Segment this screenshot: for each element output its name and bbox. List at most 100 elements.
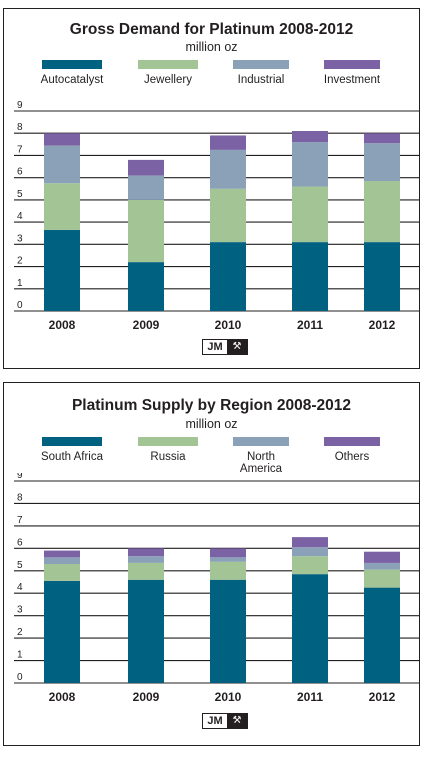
y-tick-label: 6: [17, 167, 23, 178]
bar-segment-others-2012: [364, 551, 400, 563]
x-tick-label: 2012: [369, 690, 396, 704]
bar-segment-russia-2012: [364, 569, 400, 588]
bar-segment-investment-2012: [364, 133, 400, 144]
chart-title: Platinum Supply by Region 2008-2012: [71, 397, 352, 414]
demand-plot: 0 1 2 3 4 5 6 7 8 9 2008 2009 2010 2011 2012: [14, 100, 419, 332]
bar-segment-jewellery-2011: [292, 186, 328, 243]
legend-label-autocatalyst: Autocatalyst: [40, 74, 104, 86]
bar-segment-autocatalyst-2012: [364, 242, 400, 311]
jm-crossed-hammers-icon: ⚒: [227, 340, 247, 354]
bar-segment-south-africa-2008: [44, 580, 80, 683]
bar-segment-jewellery-2009: [128, 199, 164, 263]
bar-segment-russia-2011: [292, 556, 328, 575]
jm-logo: JM ⚒: [202, 339, 248, 355]
x-tick-label: 2009: [133, 318, 160, 332]
legend-swatch-others: [324, 437, 380, 446]
chart-title: Gross Demand for Platinum 2008-2012: [69, 21, 354, 38]
legend-swatch-jewellery: [138, 60, 198, 69]
x-tick-label: 2010: [215, 318, 242, 332]
bar-segment-north-america-2009: [128, 556, 164, 563]
jm-logo-text: JM: [203, 714, 227, 728]
bar-segment-south-africa-2009: [128, 579, 164, 683]
y-tick-label: 4: [17, 582, 23, 593]
x-tick-label: 2009: [133, 690, 160, 704]
legend-swatch-north-america: [233, 437, 289, 446]
y-tick-label: 2: [17, 256, 23, 267]
legend-label-russia: Russia: [150, 451, 186, 463]
y-tick-label: 8: [17, 122, 23, 133]
demand-chart-panel: Gross Demand for Platinum 2008-2012 mill…: [3, 8, 420, 369]
bar-segment-north-america-2011: [292, 547, 328, 557]
legend-label-jewellery: Jewellery: [144, 74, 192, 86]
y-tick-label: 3: [17, 605, 23, 616]
y-tick-label: 1: [17, 278, 23, 289]
y-tick-label: 3: [17, 233, 23, 244]
legend-label-others: Others: [334, 451, 370, 463]
bar-segment-russia-2010: [210, 561, 246, 580]
jm-logo: JM ⚒: [202, 713, 248, 729]
bar-segment-others-2010: [210, 548, 246, 558]
y-tick-label: 8: [17, 492, 23, 503]
bar-segment-russia-2008: [44, 564, 80, 581]
bar-segment-industrial-2009: [128, 175, 164, 200]
y-tick-label: 7: [17, 144, 23, 155]
y-tick-label: 5: [17, 189, 23, 200]
x-tick-label: 2008: [49, 690, 76, 704]
bar-segment-autocatalyst-2008: [44, 229, 80, 311]
supply-plot: 0 1 2 3 4 5 6 7 8 9 2008 2009 2010 2011 2012: [14, 473, 419, 704]
y-tick-label: 6: [17, 537, 23, 548]
legend-swatch-autocatalyst: [42, 60, 102, 69]
legend-label-south-africa: South Africa: [40, 451, 103, 463]
bar-segment-autocatalyst-2011: [292, 242, 328, 311]
jm-logo-text: JM: [203, 340, 227, 354]
x-tick-label: 2010: [215, 690, 242, 704]
legend-label-north-america: North America: [239, 451, 283, 475]
y-tick-label: 9: [17, 473, 23, 481]
bar-segment-investment-2011: [292, 131, 328, 143]
bar-segment-north-america-2010: [210, 557, 246, 562]
y-tick-label: 4: [17, 211, 23, 222]
y-tick-label: 1: [17, 650, 23, 661]
x-tick-label: 2011: [297, 318, 323, 332]
bar-segment-industrial-2011: [292, 142, 328, 187]
legend-swatch-russia: [138, 437, 198, 446]
supply-chart-panel: Platinum Supply by Region 2008-2012 mill…: [3, 382, 420, 746]
x-tick-label: 2008: [49, 318, 76, 332]
legend-label-investment: Investment: [323, 74, 381, 86]
x-tick-label: 2012: [369, 318, 396, 332]
bar-segment-autocatalyst-2010: [210, 242, 246, 311]
chart-subtitle: million oz: [185, 417, 238, 431]
legend-swatch-investment: [324, 60, 380, 69]
y-tick-label: 5: [17, 560, 23, 571]
legend-swatch-south-africa: [42, 437, 102, 446]
bar-segment-autocatalyst-2009: [128, 262, 164, 311]
bar-segment-industrial-2012: [364, 143, 400, 181]
jm-crossed-hammers-icon: ⚒: [227, 714, 247, 728]
bar-segment-russia-2009: [128, 562, 164, 580]
bar-segment-industrial-2010: [210, 149, 246, 189]
x-tick-label: 2011: [297, 690, 323, 704]
legend-label-industrial: Industrial: [237, 74, 285, 86]
bar-segment-others-2011: [292, 537, 328, 548]
legend-swatch-industrial: [233, 60, 289, 69]
bar-segment-south-africa-2012: [364, 587, 400, 683]
chart-subtitle: million oz: [185, 40, 238, 54]
y-tick-label: 9: [17, 100, 23, 111]
bar-segment-jewellery-2012: [364, 181, 400, 243]
bar-segment-others-2008: [44, 550, 80, 558]
bar-segment-jewellery-2010: [210, 188, 246, 243]
y-tick-label: 0: [17, 672, 23, 683]
bar-segment-north-america-2008: [44, 557, 80, 565]
bar-segment-industrial-2008: [44, 145, 80, 184]
bar-segment-jewellery-2008: [44, 183, 80, 230]
y-tick-label: 7: [17, 515, 23, 526]
bar-segment-south-africa-2011: [292, 574, 328, 683]
y-tick-label: 0: [17, 300, 23, 311]
y-tick-label: 2: [17, 627, 23, 638]
bar-segment-south-africa-2010: [210, 579, 246, 683]
bar-segment-north-america-2012: [364, 562, 400, 570]
bar-segment-investment-2008: [44, 133, 80, 146]
bar-segment-others-2009: [128, 548, 164, 557]
bar-segment-investment-2009: [128, 159, 164, 176]
bar-segment-investment-2010: [210, 135, 246, 150]
